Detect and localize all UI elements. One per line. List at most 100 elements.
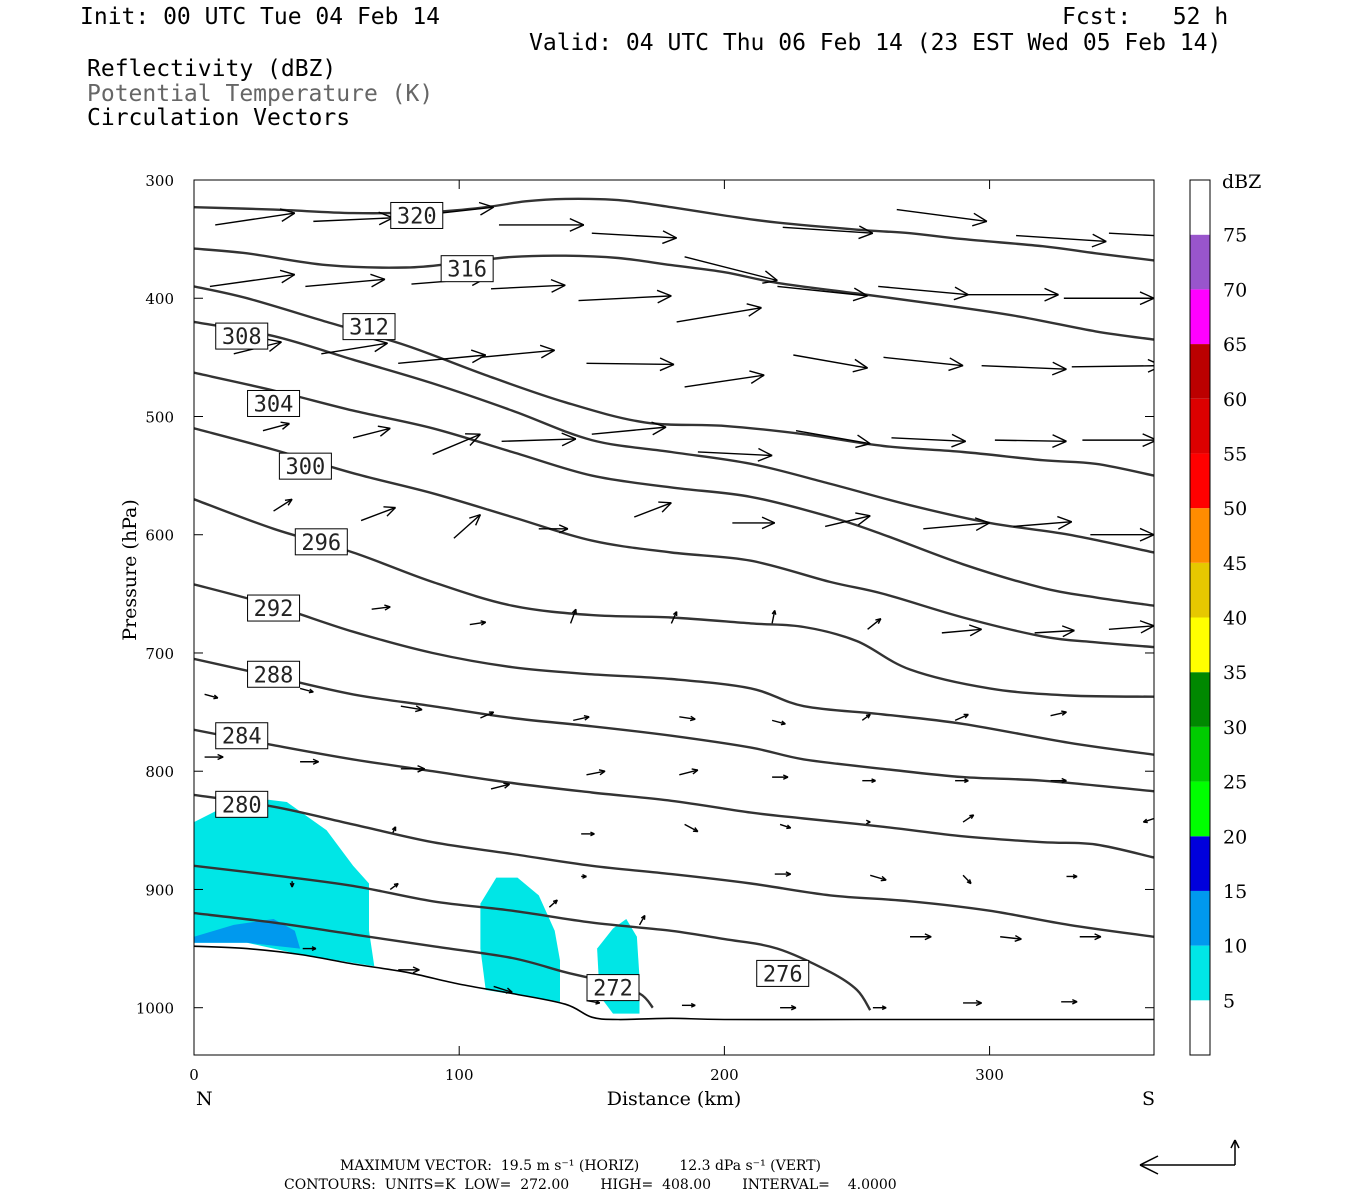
isentrope-label-box-320 [390,201,444,229]
circulation-vector [352,425,391,439]
terrain-surface [194,945,1154,1021]
field-label-theta: Potential Temperature (K) [87,81,434,107]
colorbar-swatch-35 [1190,617,1210,673]
circulation-vector [697,447,773,462]
isentrope-320 [194,197,1154,262]
colorbar-swatch-15 [1190,836,1210,891]
colorbar-swatch-50 [1190,453,1210,509]
circulation-vector [1016,233,1107,248]
colorbar-swatch-55 [1190,398,1210,454]
circulation-vector [1079,933,1102,941]
colorbar-swatch-5 [1190,945,1210,1001]
y-tick-label: 1000 [136,1000,174,1018]
circulation-vector [289,881,295,888]
axes: 300 400 500 600 700 800 900 1000 0 100 200 300 [136,172,1154,1084]
isentrope-label-box-316 [440,255,494,283]
colorbar-label-45: 45 [1223,553,1247,575]
circulation-vector [782,225,874,240]
circulation-vector [360,506,397,522]
isentrope-296 [194,498,1154,698]
circulation-vector [1034,625,1075,638]
colorbar-label-25: 25 [1223,772,1247,794]
circulation-vector [398,966,420,974]
circulation-vector [1108,232,1154,237]
isentrope-label-box-312 [342,313,396,341]
y-tick-label: 800 [145,763,174,781]
circulation-vector [1090,527,1154,542]
circulation-vector [273,498,293,512]
isentrope-316 [194,247,1154,341]
circulation-vector [371,604,391,611]
y-tick-label: 900 [145,881,174,899]
circulation-vector [1071,358,1154,373]
circulation-vector [586,769,606,776]
max-vector-info: MAXIMUM VECTOR: 19.5 m s⁻¹ (HORIZ) 12.3 … [340,1158,822,1174]
colorbar-label-70: 70 [1223,279,1247,301]
isentrope-label-box-276 [756,959,810,987]
circulation-vector [321,338,388,355]
colorbar-swatch-40 [1190,562,1210,618]
circulation-vector [302,946,317,952]
circulation-vector [771,609,777,624]
circulation-vector [480,711,495,719]
isentrope-label-272: 272 [593,977,633,1002]
colorbar-label-15: 15 [1223,881,1247,903]
reflectivity-region-0 [194,797,375,967]
field-label-vectors: Circulation Vectors [87,105,351,131]
colorbar-swatch-70 [1190,234,1210,290]
reflectivity-region-1 [194,919,301,949]
circulation-vector [1000,934,1022,942]
y-tick-label: 300 [145,172,174,190]
circulation-vector [501,432,577,447]
circulation-vector [670,611,678,624]
colorbar-swatch-30 [1190,672,1210,727]
circulation-vector [777,285,868,302]
isentrope-label-box-288 [247,660,301,688]
circulation-vector [633,501,672,518]
colorbar-swatch-25 [1190,726,1210,782]
circulation-vector [795,429,871,449]
circulation-vector [923,517,990,532]
y-tick-label: 400 [145,290,174,308]
circulation-vector [398,349,487,364]
circulation-vector [681,1002,696,1008]
circulation-vector [1108,620,1154,634]
circulation-vector [400,764,426,773]
colorbar-label-65: 65 [1223,334,1247,356]
circulation-vector [432,433,481,455]
circulation-vector [981,361,1067,376]
circulation-vector [1050,710,1067,717]
isentrope-276 [194,864,872,1011]
south-label: S [1142,1088,1155,1110]
circulation-vector [638,914,646,926]
circulation-vector [299,687,314,694]
colorbar-label-30: 30 [1223,717,1247,739]
isentrope-label-320: 320 [397,204,437,229]
circulation-vector [1050,777,1067,784]
circulation-vector [994,434,1067,449]
isentrope-label-box-284 [215,722,269,750]
circulation-vector [300,758,319,765]
isentrope-contours [194,197,1154,1011]
circulation-vector [389,882,399,891]
isentrope-label-box-296 [294,528,348,556]
isentrope-label-296: 296 [301,531,341,556]
isentrope-304 [194,371,1154,607]
circulation-vector [962,874,972,885]
circulation-vector [493,985,513,994]
isentrope-label-box-272 [586,974,640,1002]
circulation-vector [679,768,699,776]
colorbar-swatch-20 [1190,781,1210,837]
circulation-vector [586,357,675,372]
circulation-vector [215,208,296,226]
circulation-vector [1013,515,1073,530]
isentrope-label-280: 280 [222,793,262,818]
circulation-vector [1142,817,1154,824]
circulation-vector [684,370,765,388]
forecast-hour: Fcst: 52 h [1062,4,1229,30]
circulation-vector [824,512,871,528]
x-axis-title: Distance (km) [607,1088,742,1110]
plot-frame [193,179,1155,1056]
north-label: N [196,1088,213,1110]
